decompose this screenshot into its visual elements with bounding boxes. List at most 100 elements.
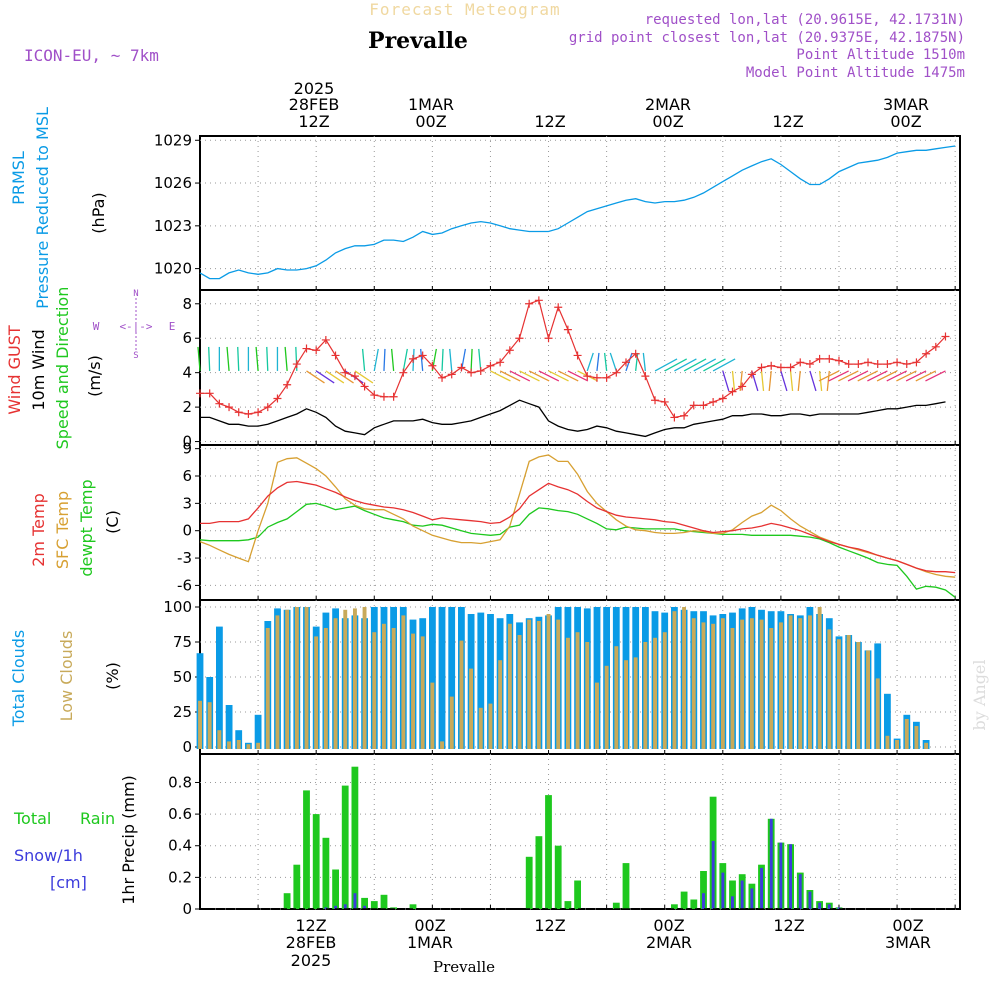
bottom-label-28feb: 28FEB xyxy=(286,933,337,952)
low-cloud-bar xyxy=(827,629,832,749)
wind-direction-arrow xyxy=(683,358,707,372)
low-cloud-bar xyxy=(546,614,551,749)
bottom-label-12z-a: 12Z xyxy=(295,916,326,935)
rain-bar xyxy=(535,836,543,909)
wind-direction-arrow xyxy=(519,370,540,382)
clouds-ytick-label: 100 xyxy=(163,598,192,616)
wind-direction-arrow xyxy=(818,370,840,382)
low-cloud-bar xyxy=(246,744,251,749)
low-cloud-bar xyxy=(866,650,870,749)
wind-direction-arrow xyxy=(768,370,772,392)
wind-gust-marker xyxy=(292,360,301,369)
total-cloud-bar xyxy=(225,705,233,749)
low-cloud-bar xyxy=(362,607,367,749)
wind-gust-marker xyxy=(486,361,495,370)
snow-bar xyxy=(760,867,763,909)
wind-direction-arrow xyxy=(441,348,444,371)
precip-panel: 0 0.2 0.4 0.6 0.8 xyxy=(168,753,961,918)
wind-direction-arrow xyxy=(867,370,888,382)
bottom-time-axis: 12Z 28FEB 2025 00Z 1MAR 12Z 00Z 2MAR 12Z… xyxy=(286,916,931,976)
wind-direction-arrow xyxy=(847,370,869,382)
wind-gust-marker xyxy=(854,360,863,369)
snow-bar xyxy=(837,907,841,909)
rain-bar xyxy=(690,899,698,909)
wind-direction-arrow xyxy=(780,370,788,392)
rain-bar xyxy=(564,901,572,909)
bottom-label-2mar: 2MAR xyxy=(646,933,692,952)
wind-gust-marker xyxy=(941,332,950,341)
point-altitude: Point Altitude 1510m xyxy=(796,47,965,63)
wind-gust-marker xyxy=(447,370,456,379)
wind-labels: Wind GUST 10m Wind Speed and Direction (… xyxy=(5,287,175,450)
snow-bar xyxy=(363,905,366,909)
rain-bar xyxy=(351,766,359,909)
rain-bar xyxy=(554,845,562,909)
wind-gust-marker xyxy=(912,358,921,367)
wind-direction-arrow xyxy=(712,358,736,372)
top-label-1mar: 1MAR xyxy=(408,95,454,114)
wind-direction-arrow xyxy=(703,358,726,372)
wind-gust-marker xyxy=(621,358,630,367)
top-label-year: 2025 xyxy=(294,79,335,98)
rain-bar xyxy=(303,790,310,909)
low-cloud-bar xyxy=(256,742,261,749)
wind-direction-arrow xyxy=(635,352,639,372)
wind-gust-marker xyxy=(244,410,253,418)
snow-bar xyxy=(711,841,715,909)
wind-gust-marker xyxy=(815,354,824,363)
wind-gust-marker xyxy=(757,363,766,372)
wind-gust-marker xyxy=(408,354,417,363)
low-cloud-bar xyxy=(817,607,822,749)
total-clouds-label: Total Clouds xyxy=(9,630,28,728)
wind-gust-marker xyxy=(370,391,379,400)
snow-bar xyxy=(343,904,347,909)
wind-panel: 0 2 4 6 8 xyxy=(182,289,961,451)
low-cloud-bar xyxy=(837,639,841,749)
low-cloud-bar xyxy=(604,665,609,749)
watermark: by Angel xyxy=(970,659,989,730)
wind-direction-arrow xyxy=(390,348,395,372)
wind-direction-arrow xyxy=(664,358,688,372)
snow-bar xyxy=(740,880,744,909)
pressure-labels: PRMSL Pressure Reduced to MSL (hPa) xyxy=(9,107,108,309)
bottom-label-12z-c: 12Z xyxy=(773,916,804,935)
wind-direction-arrow xyxy=(197,346,201,371)
wind-gust-marker xyxy=(612,368,621,377)
wind-gust-marker xyxy=(864,358,873,367)
rain-bar xyxy=(680,891,688,909)
wind-gust-marker xyxy=(515,334,524,343)
wind-direction-arrow xyxy=(596,352,600,372)
wind-gust-marker xyxy=(699,401,708,410)
pressure-unit: (hPa) xyxy=(89,192,108,233)
wind-direction-arrow xyxy=(886,370,908,382)
wind-ytick-label: 8 xyxy=(182,295,192,313)
wind-direction-arrow xyxy=(876,370,898,382)
wind-speed-dir-label: Speed and Direction xyxy=(53,287,72,450)
precip-labels: Total Rain Snow/1h [cm] 1hr Precip (mm) xyxy=(13,775,138,905)
wind-gust-marker xyxy=(534,296,543,305)
wind-gust-marker xyxy=(805,360,814,369)
bottom-label-00z-b: 00Z xyxy=(653,916,684,935)
bottom-label-00z-a: 00Z xyxy=(414,916,445,935)
low-cloud-bar xyxy=(430,682,435,749)
low-cloud-bar xyxy=(595,682,599,749)
station-title: Prevalle xyxy=(368,28,468,54)
prmsl-label: PRMSL xyxy=(9,151,28,205)
low-cloud-bar xyxy=(759,619,764,749)
compass-south: S xyxy=(133,351,138,361)
temp-frame xyxy=(199,444,961,601)
low-cloud-bar xyxy=(536,621,541,749)
low-cloud-bar xyxy=(798,618,803,749)
clouds-panel: 0 25 50 75 100 xyxy=(163,598,961,756)
wind-gust-marker xyxy=(563,325,572,334)
wind-10m-label: 10m Wind xyxy=(29,329,48,410)
temp-ytick-label: 3 xyxy=(182,494,192,512)
wind-direction-arrow xyxy=(361,348,366,372)
wind-gust-marker xyxy=(738,382,747,391)
wind-direction-arrow xyxy=(642,352,646,372)
plot-layer: 102010231026102902468-6-3036902550751000… xyxy=(154,131,961,918)
wind-direction-arrow xyxy=(402,348,408,372)
wind-gust-marker xyxy=(592,373,601,382)
precip-unit: 1hr Precip (mm) xyxy=(119,775,138,905)
